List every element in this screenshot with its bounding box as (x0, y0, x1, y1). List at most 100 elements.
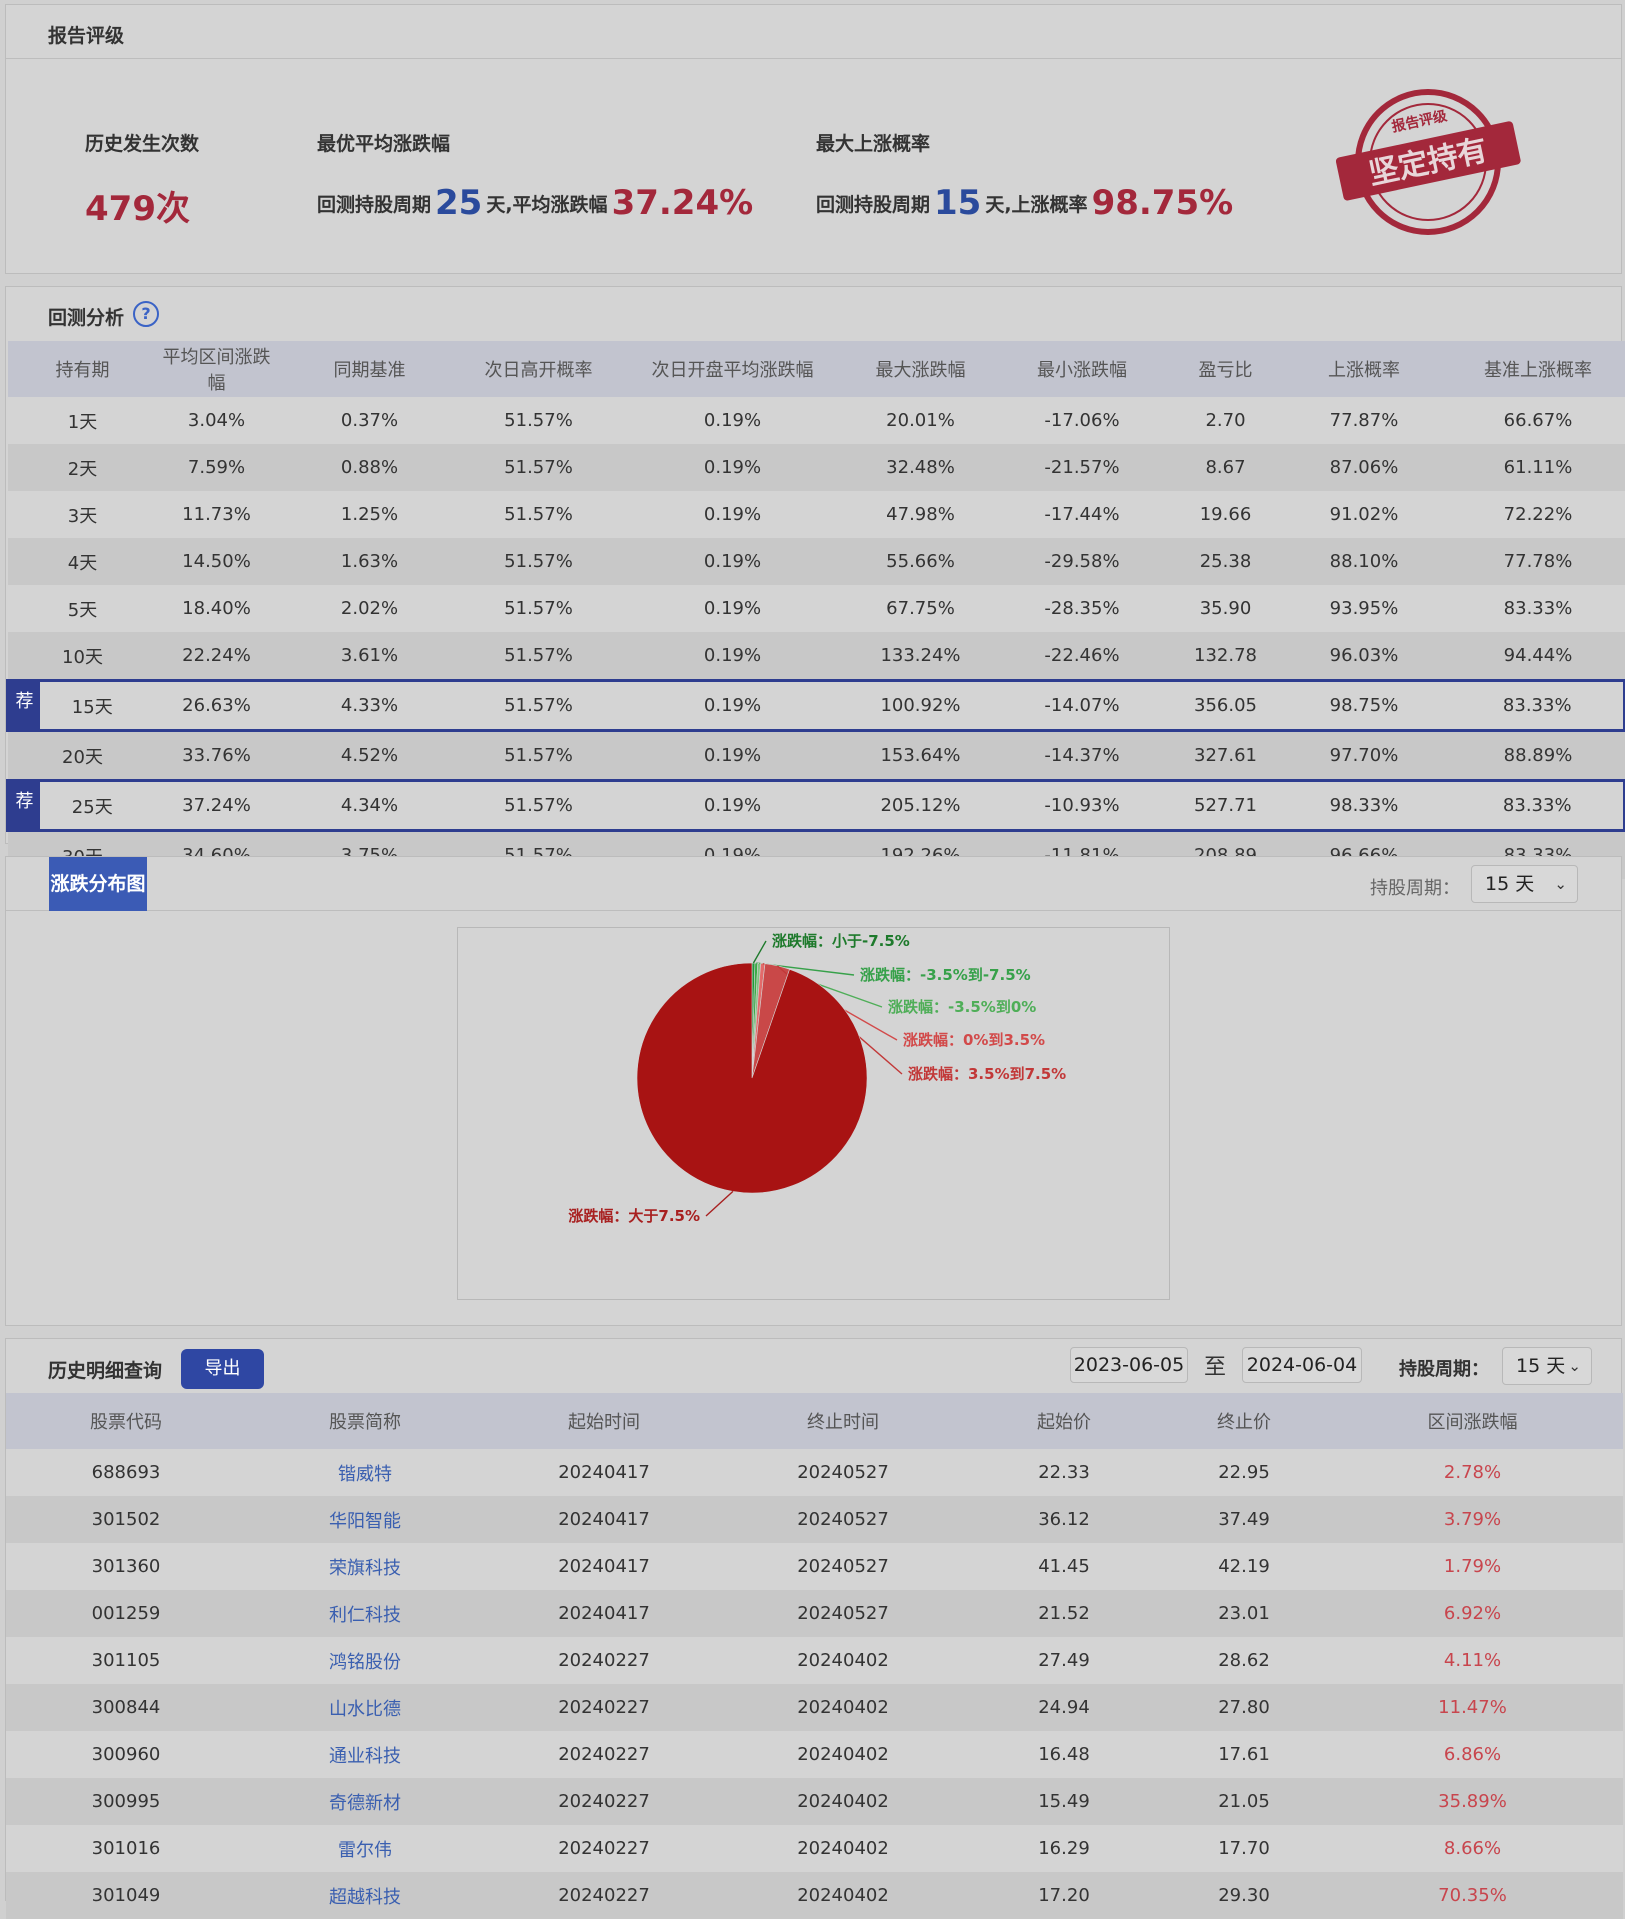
table-row: 301360 荣旗科技 20240417 20240527 41.45 42.19 1.79… (6, 1543, 1623, 1590)
column-header: 区间涨跌幅 (1322, 1393, 1623, 1449)
chevron-down-icon: ⌄ (1554, 875, 1567, 893)
table-row-recommended: 荐 25天 37.24% 4.34% 51.57% 0.19% 205.12% -10.93%… (6, 779, 1625, 832)
backtest-header: 回测分析 ? (6, 287, 1621, 341)
column-header: 起始价 (962, 1393, 1166, 1449)
table-row: 300844 山水比德 20240227 20240402 24.94 27.80 11.4… (6, 1684, 1623, 1731)
recommend-badge: 荐 (9, 682, 40, 729)
distribution-header: 涨跌分布图 持股周期： 15 天 ⌄ (6, 857, 1621, 911)
table-cell-end: 20240527 (724, 1543, 962, 1590)
table-row: 688693 锴威特 20240417 20240527 22.33 22.95 2.78% (6, 1449, 1623, 1496)
table-cell-p1: 42.19 (1166, 1543, 1322, 1590)
help-icon[interactable]: ? (133, 301, 159, 327)
table-cell-max: 205.12% (851, 779, 990, 832)
table-cell-code: 301016 (6, 1825, 246, 1872)
pie-label: 涨跌幅：小于-7.5% (772, 932, 910, 950)
date-from-input[interactable]: 2023-06-05 (1070, 1347, 1188, 1383)
table-cell-open-avg: 0.19% (613, 491, 852, 538)
table-cell-code: 301105 (6, 1637, 246, 1684)
rating-stamp-icon: 坚定持有 报告评级 (1336, 89, 1521, 235)
history-period-select[interactable]: 15 天 ⌄ (1502, 1347, 1592, 1385)
table-cell-period: 1天 (7, 397, 158, 444)
table-cell-bench-up: 94.44% (1451, 632, 1625, 681)
date-to-input[interactable]: 2024-06-04 (1242, 1347, 1362, 1383)
tab-distribution[interactable]: 涨跌分布图 (49, 857, 147, 911)
table-row: 300960 通业科技 20240227 20240402 16.48 17.61 6.86… (6, 1731, 1623, 1778)
table-cell-avg: 18.40% (157, 585, 276, 632)
table-cell-open-avg: 0.19% (613, 730, 852, 781)
best-avg-prefix: 回测持股周期 (317, 194, 432, 216)
table-cell-avg: 7.59% (157, 444, 276, 491)
stock-name-link[interactable]: 山水比德 (329, 1698, 401, 1720)
stock-name-link[interactable]: 奇德新材 (329, 1792, 401, 1814)
column-header: 最小涨跌幅 (989, 341, 1175, 397)
table-cell-bench-up: 77.78% (1451, 538, 1625, 585)
table-cell-up-prob: 93.95% (1276, 585, 1452, 632)
table-cell-name: 利仁科技 (246, 1590, 484, 1637)
table-cell-bench: 2.02% (275, 585, 464, 632)
dist-period-select[interactable]: 15 天 ⌄ (1471, 865, 1578, 903)
table-cell-p0: 22.33 (962, 1449, 1166, 1496)
table-row: 300995 奇德新材 20240227 20240402 15.49 21.05 35.8… (6, 1778, 1623, 1825)
column-header: 上涨概率 (1276, 341, 1452, 397)
table-cell-avg: 37.24% (157, 779, 276, 832)
table-cell-up-prob: 87.06% (1276, 444, 1452, 491)
table-cell-ratio: 2.70 (1174, 397, 1277, 444)
table-row: 301502 华阳智能 20240417 20240527 36.12 37.49 3.79… (6, 1496, 1623, 1543)
export-button[interactable]: 导出 (181, 1349, 264, 1389)
table-cell-p1: 23.01 (1166, 1590, 1322, 1637)
stock-name-link[interactable]: 超越科技 (329, 1886, 401, 1908)
column-header: 股票代码 (6, 1393, 246, 1449)
table-cell-bench-up: 83.33% (1451, 779, 1625, 832)
table-cell-bench: 0.37% (275, 397, 464, 444)
max-prob-mid: 天,上涨概率 (985, 194, 1088, 216)
table-cell-p1: 27.80 (1166, 1684, 1322, 1731)
table-cell-bench: 0.88% (275, 444, 464, 491)
stock-name-link[interactable]: 雷尔伟 (338, 1839, 392, 1861)
pie-leader-line (752, 940, 767, 964)
table-cell-avg: 3.04% (157, 397, 276, 444)
table-cell-up-prob: 77.87% (1276, 397, 1452, 444)
stock-name-link[interactable]: 通业科技 (329, 1745, 401, 1767)
table-cell-ratio: 25.38 (1174, 538, 1277, 585)
table-cell-max: 47.98% (851, 491, 990, 538)
table-cell-period: 荐 15天 (6, 679, 158, 732)
table-cell-ratio: 327.61 (1174, 730, 1277, 781)
table-cell-min: -14.07% (989, 679, 1175, 732)
history-panel: 历史明细查询 导出 2023-06-05 至 2024-06-04 持股周期： … (5, 1338, 1623, 1919)
table-cell-name: 超越科技 (246, 1872, 484, 1919)
table-row: 1天 3.04% 0.37% 51.57% 0.19% 20.01% -17.06% 2.70… (7, 397, 1625, 444)
table-cell-start: 20240417 (484, 1496, 724, 1543)
table-cell-chg: 6.86% (1322, 1731, 1623, 1778)
stock-name-link[interactable]: 锴威特 (338, 1463, 392, 1485)
table-cell-name: 荣旗科技 (246, 1543, 484, 1590)
table-row: 2天 7.59% 0.88% 51.57% 0.19% 32.48% -21.57% 8.67… (7, 444, 1625, 491)
table-cell-code: 300844 (6, 1684, 246, 1731)
stock-name-link[interactable]: 华阳智能 (329, 1510, 401, 1532)
table-cell-start: 20240227 (484, 1684, 724, 1731)
table-cell-end: 20240402 (724, 1637, 962, 1684)
table-cell-open-avg: 0.19% (613, 444, 852, 491)
stock-name-link[interactable]: 鸿铭股份 (329, 1651, 401, 1673)
table-row-recommended: 荐 15天 26.63% 4.33% 51.57% 0.19% 100.92% -14.07%… (6, 679, 1625, 732)
stock-name-link[interactable]: 荣旗科技 (329, 1557, 401, 1579)
column-header: 次日开盘平均涨跌幅 (613, 341, 852, 397)
table-cell-chg: 2.78% (1322, 1449, 1623, 1496)
best-avg-label: 最优平均涨跌幅 (317, 133, 451, 155)
history-period-label: 持股周期： (1399, 1359, 1489, 1380)
table-cell-chg: 3.79% (1322, 1496, 1623, 1543)
table-cell-code: 001259 (6, 1590, 246, 1637)
best-avg-mid: 天,平均涨跌幅 (486, 194, 608, 216)
table-cell-period: 5天 (7, 585, 158, 632)
table-cell-chg: 35.89% (1322, 1778, 1623, 1825)
dist-period-label: 持股周期： (1370, 878, 1460, 899)
stock-name-link[interactable]: 利仁科技 (329, 1604, 401, 1626)
table-cell-bench-up: 83.33% (1451, 585, 1625, 632)
table-cell-gap-prob: 51.57% (463, 585, 614, 632)
table-cell-end: 20240402 (724, 1778, 962, 1825)
table-row: 301105 鸿铭股份 20240227 20240402 27.49 28.62 4.11… (6, 1637, 1623, 1684)
table-cell-avg: 14.50% (157, 538, 276, 585)
pie-slice[interactable] (636, 962, 868, 1194)
max-prob-prefix: 回测持股周期 (816, 194, 931, 216)
table-row: 4天 14.50% 1.63% 51.57% 0.19% 55.66% -29.58% 25.… (7, 538, 1625, 585)
table-cell-start: 20240417 (484, 1590, 724, 1637)
